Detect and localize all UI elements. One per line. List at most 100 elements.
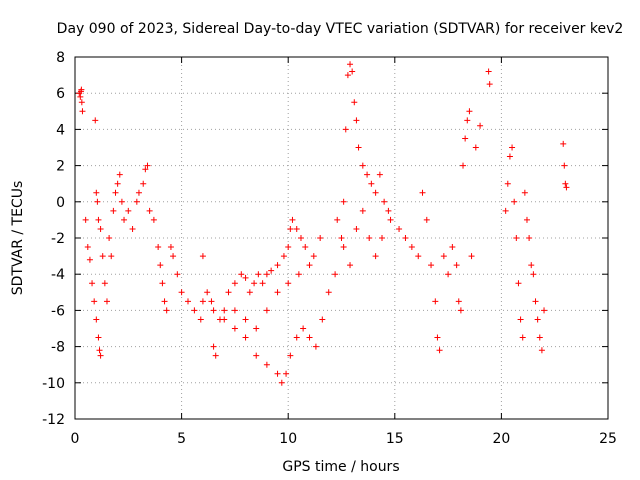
data-point	[347, 262, 354, 269]
data-point	[199, 253, 206, 260]
data-point	[502, 207, 509, 214]
data-point	[364, 171, 371, 178]
data-point	[513, 235, 520, 241]
data-point	[372, 253, 379, 260]
data-point	[121, 216, 128, 223]
y-tick-label: -6	[51, 303, 65, 319]
y-tick-label: -8	[51, 340, 65, 356]
data-point	[419, 189, 426, 196]
data-point	[457, 307, 464, 314]
data-point	[199, 298, 206, 305]
data-point	[77, 88, 84, 95]
data-point	[472, 144, 479, 151]
data-point	[319, 316, 326, 323]
data-point	[342, 126, 349, 133]
data-point	[462, 135, 469, 142]
data-point	[289, 216, 296, 223]
data-point	[99, 253, 106, 260]
data-point	[455, 298, 462, 305]
data-point	[78, 99, 85, 106]
data-point	[355, 144, 362, 151]
data-point	[453, 262, 460, 269]
data-point	[351, 99, 358, 106]
data-point	[332, 271, 339, 278]
data-point	[108, 253, 115, 260]
data-points	[76, 61, 570, 386]
data-point	[334, 216, 341, 223]
data-point	[210, 343, 217, 350]
data-point	[340, 198, 347, 205]
data-point	[253, 325, 260, 332]
data-point	[159, 280, 166, 287]
y-tick-label: -2	[51, 231, 65, 247]
data-point	[118, 198, 125, 205]
data-point	[486, 81, 493, 88]
data-point	[310, 253, 317, 260]
data-point	[263, 361, 270, 368]
data-point	[101, 280, 108, 287]
x-tick-label: 15	[386, 431, 404, 447]
data-point	[428, 262, 435, 269]
data-point	[423, 216, 430, 223]
data-point	[238, 271, 245, 278]
data-point	[385, 207, 392, 214]
y-tick-label: 0	[56, 195, 65, 211]
data-point	[231, 307, 238, 314]
data-point	[460, 162, 467, 169]
data-point	[246, 289, 253, 296]
data-point	[274, 289, 281, 296]
data-point	[210, 307, 217, 314]
x-tick-label: 0	[71, 431, 80, 447]
x-axis-label: GPS time / hours	[282, 459, 399, 475]
data-point	[89, 280, 96, 287]
data-point	[359, 207, 366, 214]
data-point	[103, 298, 110, 305]
data-point	[285, 280, 292, 287]
data-point	[167, 244, 174, 251]
data-point	[280, 253, 287, 260]
data-point	[353, 225, 360, 232]
data-point	[381, 198, 388, 205]
data-point	[387, 216, 394, 223]
data-point	[278, 379, 285, 386]
data-point	[302, 244, 309, 251]
data-point	[135, 189, 142, 196]
data-point	[353, 117, 360, 124]
data-point	[221, 316, 228, 323]
data-point	[519, 334, 526, 341]
data-point	[255, 271, 262, 278]
data-point	[538, 347, 545, 354]
data-point	[532, 298, 539, 305]
data-point	[242, 274, 249, 281]
data-point	[432, 298, 439, 305]
chart-title: Day 090 of 2023, Sidereal Day-to-day VTE…	[57, 21, 624, 37]
data-point	[293, 334, 300, 341]
data-point	[468, 253, 475, 260]
data-point	[325, 289, 332, 296]
data-point	[97, 352, 104, 359]
data-point	[184, 298, 191, 305]
data-point	[509, 144, 516, 151]
data-point	[517, 316, 524, 323]
data-point	[338, 235, 345, 241]
data-point	[368, 180, 375, 187]
data-point	[79, 108, 86, 115]
data-point	[485, 68, 492, 75]
y-tick-label: 2	[56, 159, 65, 175]
data-point	[445, 271, 452, 278]
data-point	[359, 162, 366, 169]
data-point	[511, 198, 518, 205]
data-point	[263, 307, 270, 314]
data-point	[349, 68, 356, 75]
data-point	[94, 198, 101, 205]
data-point	[157, 262, 164, 269]
data-point	[112, 189, 119, 196]
data-point	[402, 235, 409, 241]
data-point	[366, 235, 373, 241]
data-point	[477, 122, 484, 129]
data-point	[77, 93, 84, 100]
data-point	[150, 216, 157, 223]
data-point	[274, 370, 281, 377]
data-point	[225, 289, 232, 296]
